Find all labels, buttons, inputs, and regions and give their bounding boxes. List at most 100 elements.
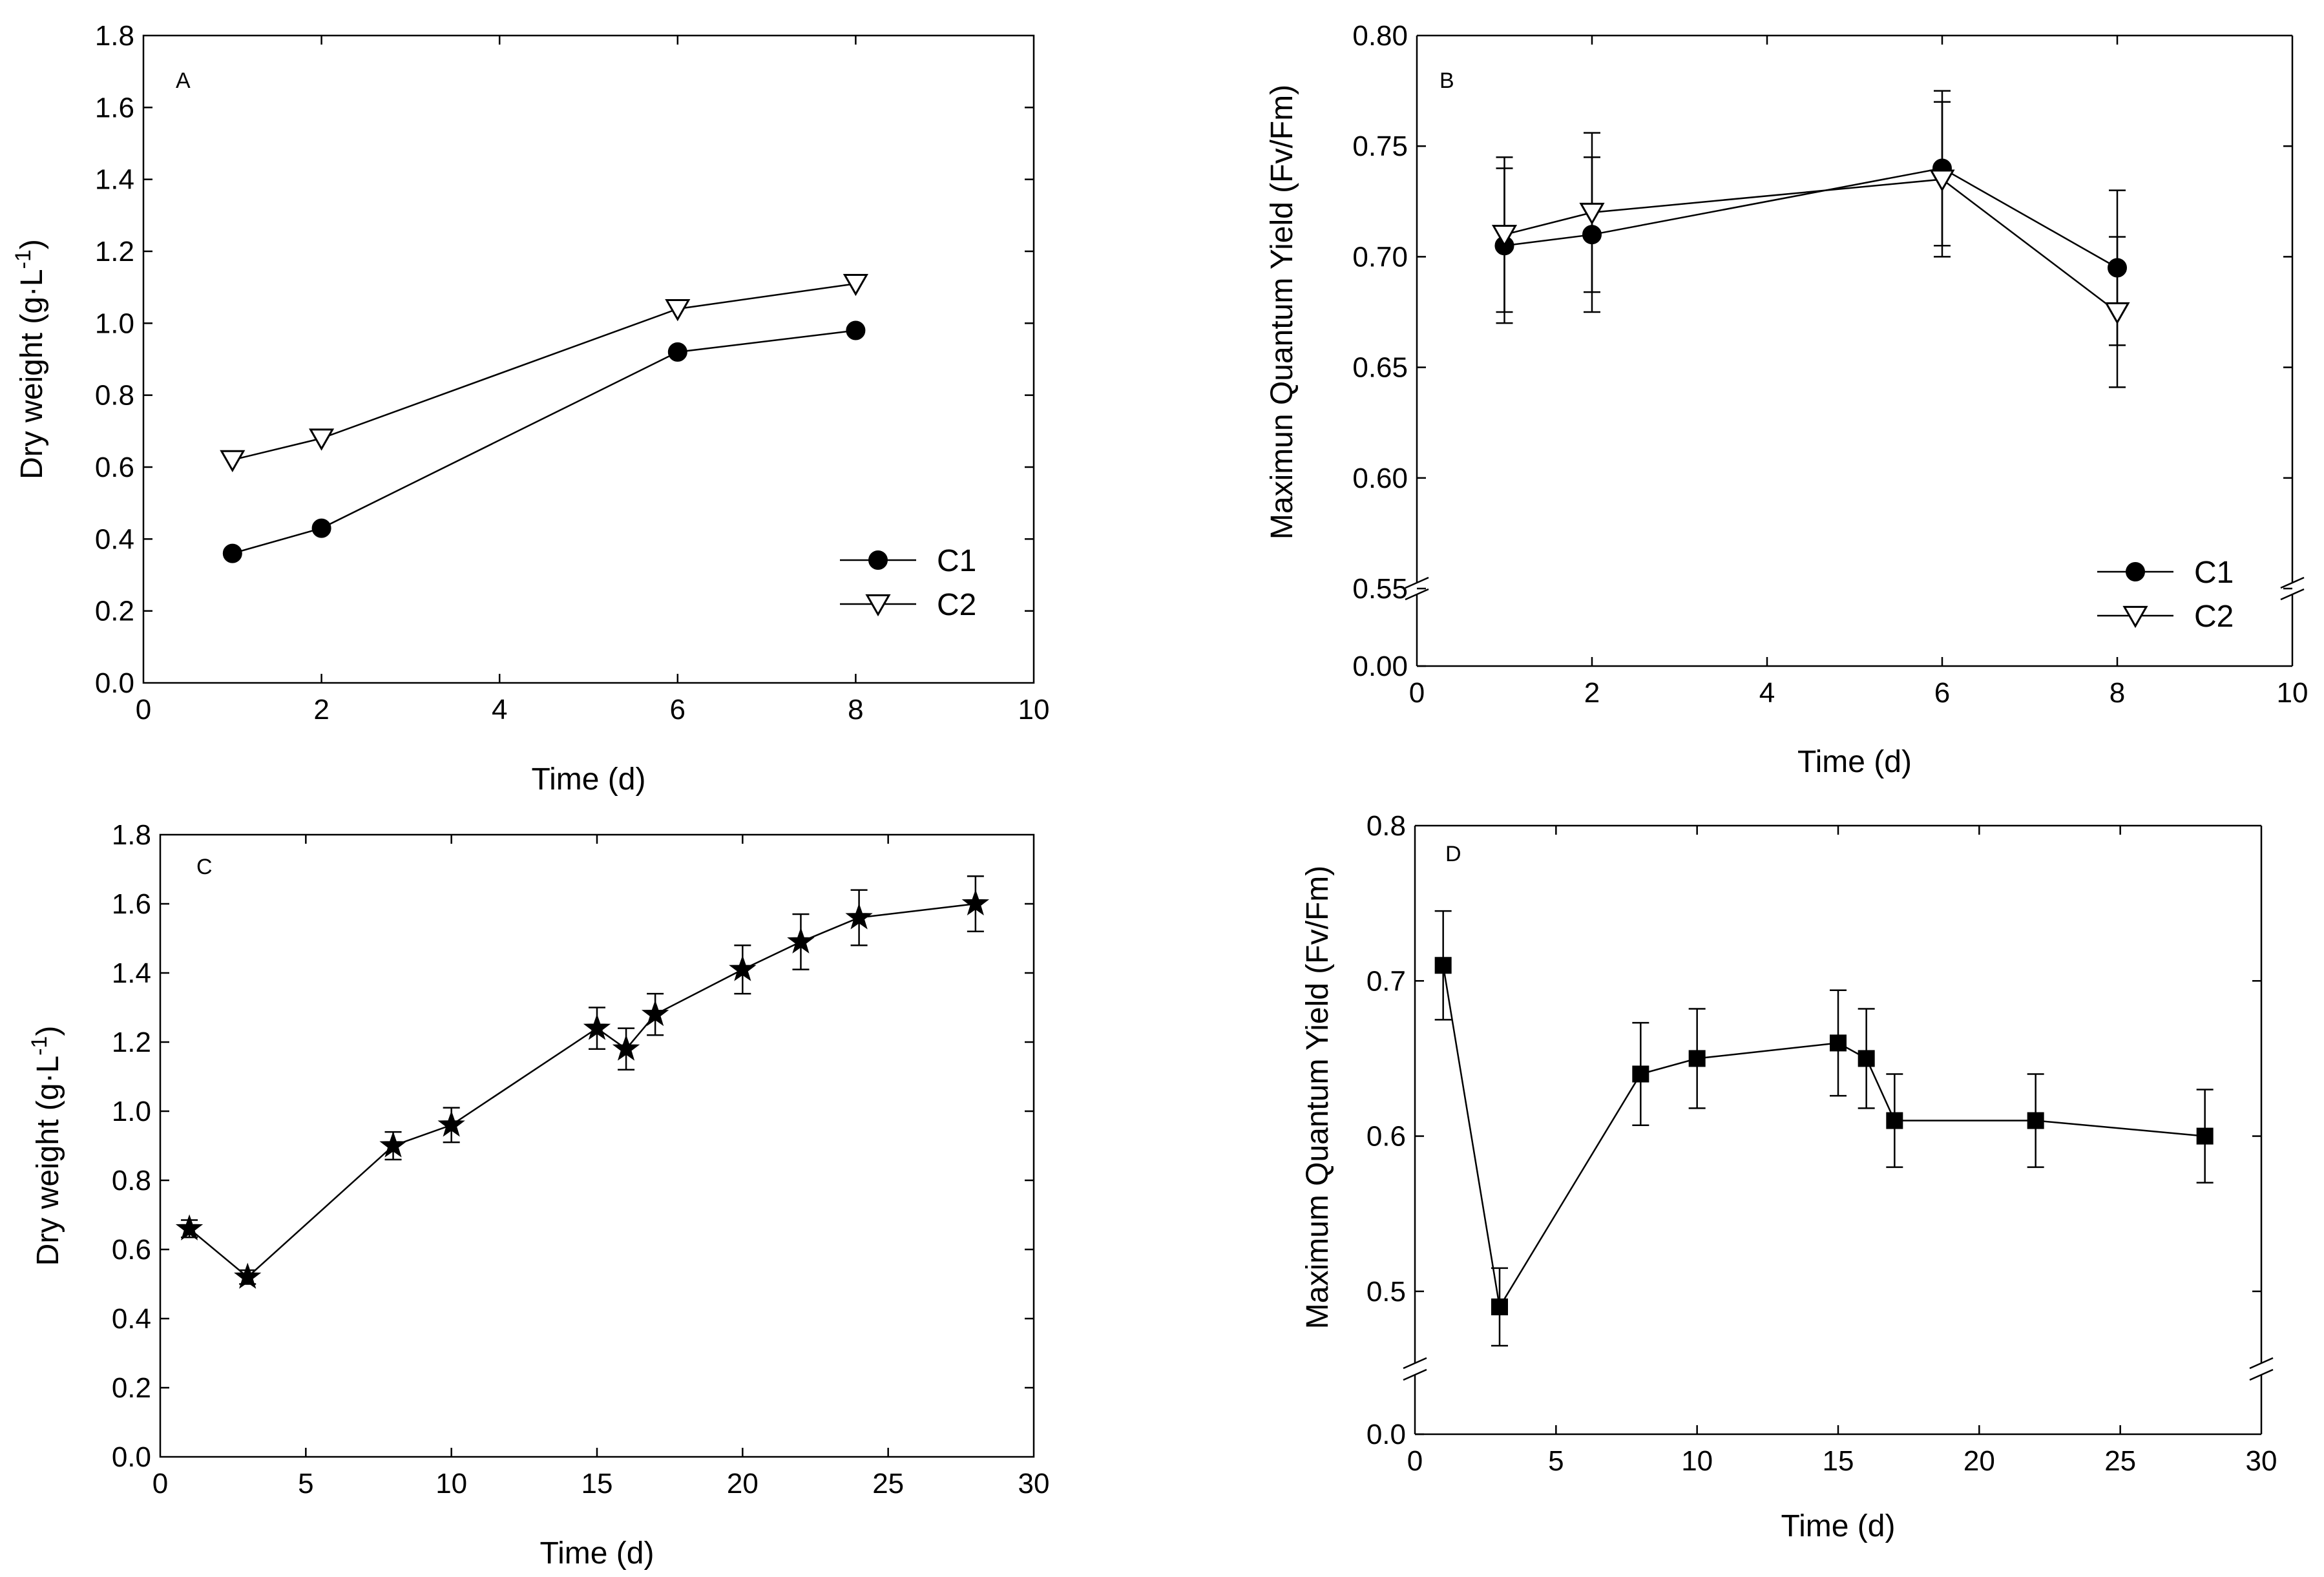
y-tick-label: 0.0 (112, 1441, 151, 1473)
y-axis-label: Dry weight (g·L-1) (11, 239, 49, 479)
legend-marker (2126, 562, 2145, 581)
y-tick-label: 0.5 (1366, 1276, 1406, 1308)
x-tick-label: 20 (1963, 1445, 1995, 1477)
data-point (846, 320, 866, 340)
data-point (665, 298, 691, 322)
x-tick-label: 8 (2109, 677, 2125, 709)
x-tick-label: 0 (1409, 677, 1425, 709)
x-axis-label: Time (d) (532, 762, 646, 797)
legend-label: C1 (937, 544, 976, 578)
data-point (612, 1034, 640, 1061)
y-tick-label: 0.0 (95, 667, 134, 699)
y-axis-label-group: Maximun Quantum Yield (Fv/Fm) (1265, 85, 1299, 539)
y-tick-label: 1.4 (112, 957, 151, 989)
x-tick-label: 5 (298, 1468, 313, 1499)
series-line (189, 903, 976, 1279)
data-point (234, 1262, 262, 1289)
y-tick-label: 0.70 (1352, 241, 1408, 273)
axis-break-mark (1403, 1357, 1427, 1370)
series-line (1442, 965, 2205, 1310)
data-point (175, 1214, 204, 1240)
data-point (437, 1111, 465, 1137)
data-point (1688, 1050, 1706, 1067)
x-tick-label: 2 (313, 694, 329, 726)
y-tick-label: 0.4 (95, 523, 134, 555)
data-point (220, 450, 246, 473)
series-c2 (1491, 101, 2130, 388)
x-tick-label: 10 (435, 1468, 467, 1499)
data-point (309, 428, 335, 451)
y-tick-label: 0.6 (1366, 1121, 1406, 1153)
x-axis-label: Time (d) (1797, 745, 1912, 779)
x-tick-label: 15 (581, 1468, 613, 1499)
y-tick-label: 0.4 (112, 1303, 151, 1335)
y-axis-label: Maximun Quantum Yield (Fv/Fm) (1265, 85, 1299, 539)
x-tick-label: 20 (727, 1468, 759, 1499)
y-tick-label: 1.0 (112, 1096, 151, 1127)
y-tick-label: 0.00 (1352, 651, 1408, 682)
series-c2 (220, 274, 868, 473)
plot-frame (142, 34, 1035, 684)
y-tick-label: 1.6 (112, 888, 151, 920)
x-tick-label: 6 (670, 694, 686, 726)
data-point (379, 1131, 407, 1158)
x-tick-label: 4 (492, 694, 507, 726)
data-point (1858, 1050, 1875, 1067)
chart-panel-b: 0.00 0.55 0.60 0.65 0.70 0.75 0.80 0 2 4 6 8 10 Time … (1265, 20, 2308, 779)
y-tick-label: 1.2 (112, 1027, 151, 1058)
data-point (729, 955, 757, 981)
data-point (1579, 202, 1605, 225)
y-tick-label: 0.7 (1366, 965, 1406, 997)
chart-panel-d: 0.0 0.5 0.6 0.7 0.8 0 5 10 15 20 25 30 Time (d) Maxim… (1301, 810, 2277, 1543)
panel-label: A (176, 68, 191, 93)
y-tick-label: 1.8 (112, 819, 151, 851)
legend-label: C2 (937, 588, 976, 622)
axis-break-mark (2280, 588, 2305, 601)
y-tick-label: 0.55 (1352, 573, 1408, 605)
data-point (787, 927, 815, 954)
axis-break-mark (2280, 576, 2305, 589)
data-point (1632, 1065, 1649, 1083)
y-tick-label: 0.0 (1366, 1419, 1406, 1450)
data-point (583, 1014, 611, 1040)
data-point (222, 543, 242, 563)
legend-label: C2 (2194, 600, 2234, 634)
y-tick-label: 0.6 (95, 452, 134, 483)
series-line (1504, 167, 2118, 269)
plot-frame (159, 833, 1035, 1458)
legend-marker (2122, 605, 2148, 629)
series-main (1434, 910, 2214, 1347)
x-tick-label: 25 (872, 1468, 904, 1499)
data-point (2027, 1112, 2044, 1129)
x-tick-label: 30 (1018, 1468, 1050, 1499)
data-point (845, 903, 873, 930)
x-tick-label: 10 (1681, 1445, 1713, 1477)
data-point (1929, 169, 1955, 192)
x-tick-label: 25 (2104, 1445, 2136, 1477)
panel-label: B (1439, 68, 1454, 93)
x-axis-label: Time (d) (1781, 1509, 1896, 1543)
y-tick-label: 0.60 (1352, 463, 1408, 494)
y-tick-label: 0.2 (95, 596, 134, 627)
data-point (667, 342, 687, 362)
y-axis-label: Dry weight (g·L-1) (27, 1026, 65, 1266)
y-axis-label: Maximum Quantum Yield (Fv/Fm) (1301, 866, 1335, 1329)
x-tick-label: 10 (1018, 694, 1050, 726)
y-tick-label: 0.8 (95, 380, 134, 412)
y-tick-label: 1.0 (95, 308, 134, 339)
x-tick-label: 2 (1584, 677, 1600, 709)
y-tick-label: 1.8 (95, 20, 134, 52)
legend-marker (868, 550, 888, 570)
y-tick-label: 1.6 (95, 92, 134, 123)
series-main (175, 875, 990, 1289)
x-tick-label: 10 (2277, 677, 2308, 709)
series-line (232, 282, 856, 461)
x-tick-label: 6 (1934, 677, 1950, 709)
chart-panel-a: 0.0 0.2 0.4 0.6 0.8 1.0 1.2 1.4 1.6 1.8 0 2 4 6 8 10 Tim… (11, 20, 1049, 797)
data-point (311, 518, 331, 538)
axis-break-mark (2249, 1368, 2274, 1381)
data-point (1434, 957, 1452, 974)
y-tick-label: 0.6 (112, 1234, 151, 1266)
